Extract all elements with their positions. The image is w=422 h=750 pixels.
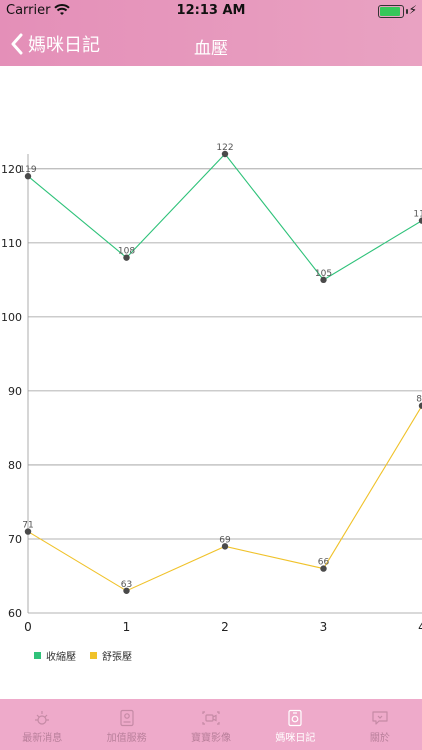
charging-bolt-icon: ⚡: [408, 3, 417, 17]
data-point: [24, 173, 32, 180]
id-card-icon: [120, 709, 134, 727]
x-tick-label: 3: [320, 620, 328, 634]
navigation-bar: 媽咪日記 血壓: [0, 22, 422, 66]
x-tick-label: 4: [418, 620, 422, 634]
data-label: 66: [318, 558, 330, 568]
tab-news-label: 最新消息: [22, 733, 63, 744]
blood-pressure-chart: 60 70 80 90 100 110 120 0 1 2 3 4 119 108 122 105 113 71 6…: [1, 143, 422, 634]
tab-about-label: 關於: [369, 733, 390, 744]
status-bar: Carrier 12:13 AM ⚡: [0, 0, 422, 22]
legend-item-systolic: 收縮壓: [34, 648, 76, 663]
y-tick-label: 60: [8, 607, 22, 620]
legend-label-systolic: 收縮壓: [46, 652, 76, 663]
video-camera-icon: [202, 711, 220, 725]
x-tick-label: 0: [24, 620, 32, 634]
data-label: 105: [315, 269, 332, 279]
data-point: [320, 276, 327, 284]
y-tick-label: 100: [1, 311, 22, 324]
x-tick-label: 1: [123, 620, 131, 634]
data-label: 119: [19, 165, 36, 175]
data-label: 113: [413, 210, 422, 220]
data-label: 108: [118, 247, 135, 257]
chevron-left-icon: [11, 33, 23, 55]
chart-legend: 收縮壓 舒張壓: [34, 648, 132, 663]
legend-label-diastolic: 舒張壓: [102, 652, 132, 663]
y-tick-label: 110: [1, 237, 22, 250]
data-label: 88: [416, 395, 422, 405]
battery-icon: [378, 5, 404, 18]
page-title: 血壓: [194, 39, 228, 59]
data-point: [221, 543, 229, 550]
legend-swatch-diastolic: [90, 652, 97, 659]
data-point: [221, 150, 229, 158]
data-label: 63: [121, 580, 132, 590]
data-label: 69: [219, 535, 231, 545]
data-label: 71: [22, 521, 33, 531]
y-tick-label: 70: [8, 533, 22, 546]
tab-mommy-diary[interactable]: 媽咪日記: [253, 699, 337, 750]
tab-services[interactable]: 加值服務: [84, 699, 168, 750]
carrier-label: Carrier: [6, 3, 51, 18]
tab-services-label: 加值服務: [106, 733, 147, 744]
y-tick-label: 90: [8, 385, 22, 398]
back-button[interactable]: 媽咪日記: [10, 31, 100, 57]
tab-baby-video-label: 寶寶影像: [191, 733, 232, 744]
y-tick-label: 80: [8, 459, 22, 472]
data-label: 122: [216, 143, 233, 153]
data-point: [24, 528, 32, 535]
sun-icon: [35, 711, 50, 725]
clock: 12:13 AM: [176, 3, 246, 18]
data-point: [418, 402, 422, 409]
tab-bar: 最新消息 加值服務 寶寶影像 媽咪日記 關於: [0, 699, 422, 750]
tab-baby-video[interactable]: 寶寶影像: [169, 699, 253, 750]
back-label: 媽咪日記: [28, 35, 100, 56]
data-point: [320, 565, 327, 572]
series-line-1: [27, 405, 422, 592]
y-tick-label: 120: [1, 163, 22, 176]
legend-item-diastolic: 舒張壓: [90, 648, 132, 663]
series-line-0: [27, 153, 422, 281]
battery-cap: [406, 9, 408, 14]
data-point: [123, 587, 130, 594]
tab-about[interactable]: 關於: [338, 699, 422, 750]
legend-swatch-systolic: [34, 652, 41, 659]
x-tick-label: 2: [221, 620, 229, 634]
chat-bubble-icon: [372, 711, 388, 725]
tab-news[interactable]: 最新消息: [0, 699, 84, 750]
tab-mommy-diary-label: 媽咪日記: [275, 733, 316, 744]
diary-icon: [288, 709, 303, 727]
data-point: [418, 217, 422, 224]
data-point: [123, 254, 130, 261]
wifi-icon: [54, 3, 70, 15]
